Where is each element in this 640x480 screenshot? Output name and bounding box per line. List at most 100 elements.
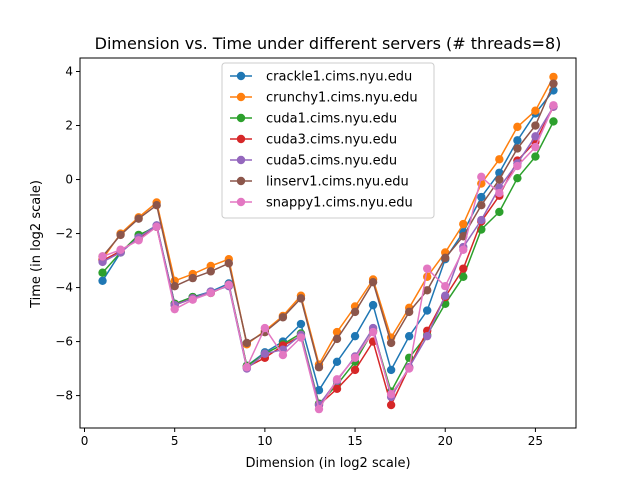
data-point bbox=[260, 349, 270, 358]
data-point bbox=[531, 121, 540, 130]
data-point bbox=[531, 132, 540, 141]
data-point bbox=[98, 268, 107, 277]
data-point bbox=[513, 161, 522, 171]
data-point bbox=[170, 282, 179, 291]
legend-marker bbox=[236, 113, 246, 123]
data-point bbox=[441, 253, 450, 263]
data-point bbox=[350, 307, 360, 317]
data-point bbox=[206, 267, 215, 276]
data-point bbox=[459, 264, 468, 273]
data-point bbox=[513, 173, 522, 183]
legend-label: crackle1.cims.nyu.edu bbox=[266, 70, 412, 85]
y-tick-label: −6 bbox=[55, 335, 73, 349]
legend-entry: crunchy1.cims.nyu.edu bbox=[230, 91, 418, 106]
data-point bbox=[531, 142, 540, 152]
data-point bbox=[368, 327, 378, 337]
data-point bbox=[513, 144, 522, 153]
legend-label: cuda3.cims.nyu.edu bbox=[266, 133, 397, 148]
data-point bbox=[513, 136, 522, 145]
data-point bbox=[296, 294, 306, 303]
data-point bbox=[531, 152, 540, 161]
data-point bbox=[495, 175, 504, 184]
data-point bbox=[224, 259, 233, 268]
data-point bbox=[386, 365, 396, 375]
data-point bbox=[152, 222, 161, 231]
data-point bbox=[98, 276, 107, 286]
legend-marker bbox=[236, 134, 246, 144]
x-tick-label: 5 bbox=[171, 434, 179, 448]
data-point bbox=[332, 375, 342, 384]
y-tick-label: 0 bbox=[65, 173, 73, 187]
data-point bbox=[477, 200, 486, 210]
legend-marker bbox=[236, 155, 246, 165]
data-point bbox=[404, 331, 414, 341]
data-point bbox=[495, 188, 504, 198]
data-point bbox=[152, 200, 161, 210]
data-point bbox=[386, 390, 396, 399]
y-tick-label: −8 bbox=[55, 389, 73, 403]
data-point bbox=[242, 338, 252, 348]
data-point bbox=[332, 327, 342, 337]
legend-label: cuda5.cims.nyu.edu bbox=[266, 154, 397, 169]
data-point bbox=[386, 338, 396, 348]
legend-marker bbox=[236, 71, 246, 81]
data-point bbox=[332, 334, 342, 344]
data-point bbox=[531, 106, 540, 115]
data-point bbox=[188, 273, 197, 283]
data-point bbox=[368, 300, 378, 310]
legend-entry: linserv1.cims.nyu.edu bbox=[230, 175, 409, 190]
data-point bbox=[477, 172, 486, 182]
data-point bbox=[423, 264, 432, 273]
legend-marker bbox=[236, 197, 246, 207]
data-point bbox=[278, 350, 288, 360]
data-point bbox=[441, 291, 450, 300]
y-axis-label: Time (in log2 scale) bbox=[29, 180, 44, 309]
y-tick-label: −2 bbox=[55, 227, 73, 241]
data-point bbox=[350, 365, 360, 375]
data-point bbox=[423, 272, 432, 281]
data-point bbox=[459, 272, 468, 281]
legend-entry: crackle1.cims.nyu.edu bbox=[230, 70, 412, 85]
data-point bbox=[423, 306, 432, 315]
axes-frame bbox=[79, 57, 577, 429]
legend-label: snappy1.cims.nyu.edu bbox=[266, 196, 413, 211]
data-point bbox=[314, 363, 324, 372]
data-point bbox=[98, 252, 107, 261]
data-point bbox=[242, 363, 252, 372]
legend-entry: cuda1.cims.nyu.edu bbox=[230, 112, 397, 127]
data-point bbox=[350, 353, 360, 362]
data-point bbox=[495, 207, 504, 217]
data-point bbox=[314, 404, 324, 414]
legend-entry: snappy1.cims.nyu.edu bbox=[230, 196, 413, 211]
data-point bbox=[332, 357, 342, 367]
x-tick-label: 25 bbox=[528, 434, 543, 448]
axes: 0 5 10 15 20 25 −8 −6 −4 −2 0 2 4 bbox=[55, 57, 577, 448]
plot-area bbox=[98, 72, 558, 414]
legend-box bbox=[221, 62, 435, 219]
data-point bbox=[350, 331, 360, 341]
data-point bbox=[423, 286, 432, 295]
legend: crackle1.cims.nyu.edu crunchy1.cims.nyu.e… bbox=[221, 62, 435, 219]
data-point bbox=[188, 295, 197, 304]
data-point bbox=[314, 385, 324, 395]
data-point bbox=[549, 79, 558, 88]
y-tick-label: 4 bbox=[65, 65, 73, 79]
data-point bbox=[206, 288, 215, 298]
x-axis-label: Dimension (in log2 scale) bbox=[245, 456, 410, 471]
data-point bbox=[404, 307, 414, 317]
x-tick-label: 15 bbox=[347, 434, 362, 448]
data-point bbox=[296, 319, 306, 329]
data-point bbox=[386, 400, 396, 410]
data-point bbox=[332, 384, 342, 394]
legend-marker bbox=[236, 92, 246, 102]
data-point bbox=[549, 72, 558, 82]
series-7 bbox=[98, 101, 558, 414]
legend-label: crunchy1.cims.nyu.edu bbox=[266, 91, 418, 106]
legend-marker bbox=[236, 176, 246, 186]
y-tick-label: −4 bbox=[55, 281, 73, 295]
data-point bbox=[477, 192, 486, 202]
data-point bbox=[296, 333, 306, 342]
data-point bbox=[170, 304, 179, 314]
data-point bbox=[513, 122, 522, 132]
